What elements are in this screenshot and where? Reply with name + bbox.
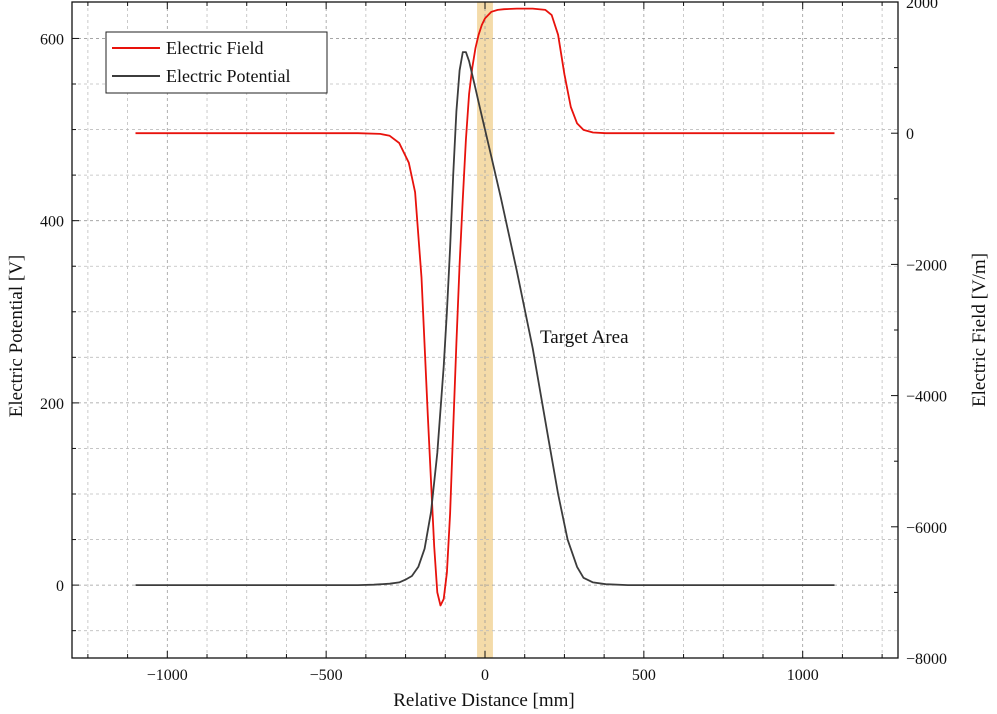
x-tick-label: 1000 bbox=[787, 667, 819, 684]
legend-box bbox=[105, 31, 328, 94]
legend-label-electric-field: Electric Field bbox=[166, 38, 263, 58]
y-left-tick-label: 600 bbox=[40, 31, 64, 48]
y-right-tick-label: 2000 bbox=[906, 0, 938, 12]
x-tick-label: 500 bbox=[632, 667, 656, 684]
series-line-electric-potential bbox=[135, 51, 835, 586]
y-right-tick-label: −8000 bbox=[906, 651, 947, 668]
grid-layer bbox=[72, 2, 898, 658]
y-right-tick-label: −2000 bbox=[906, 257, 947, 274]
y-right-tick-label: −6000 bbox=[906, 520, 947, 537]
y-left-tick-label: 0 bbox=[56, 578, 64, 595]
x-tick-label: −1000 bbox=[147, 667, 188, 684]
x-tick-label: 0 bbox=[481, 667, 489, 684]
y-left-tick-label: 400 bbox=[40, 214, 64, 231]
y-axis-right-title: Electric Field [V/m] bbox=[969, 253, 990, 407]
target-area-annotation: Target Area bbox=[540, 327, 629, 348]
legend-label-electric-potential: Electric Potential bbox=[166, 66, 290, 86]
y-right-tick-label: 0 bbox=[906, 126, 914, 143]
series-layer bbox=[135, 7, 835, 607]
x-tick-label: −500 bbox=[310, 667, 343, 684]
y-axis-left-title: Electric Potential [V] bbox=[6, 255, 27, 418]
tick-layer: −1000 −500 0 500 1000 0 200 400 600 −8000 −6000 −40… bbox=[40, 0, 947, 684]
y-right-tick-label: −4000 bbox=[906, 389, 947, 406]
series-line-electric-field bbox=[135, 7, 835, 607]
x-axis-title: Relative Distance [mm] bbox=[393, 690, 575, 711]
legend: Electric Field Electric Potential bbox=[105, 31, 328, 94]
y-left-tick-label: 200 bbox=[40, 396, 64, 413]
